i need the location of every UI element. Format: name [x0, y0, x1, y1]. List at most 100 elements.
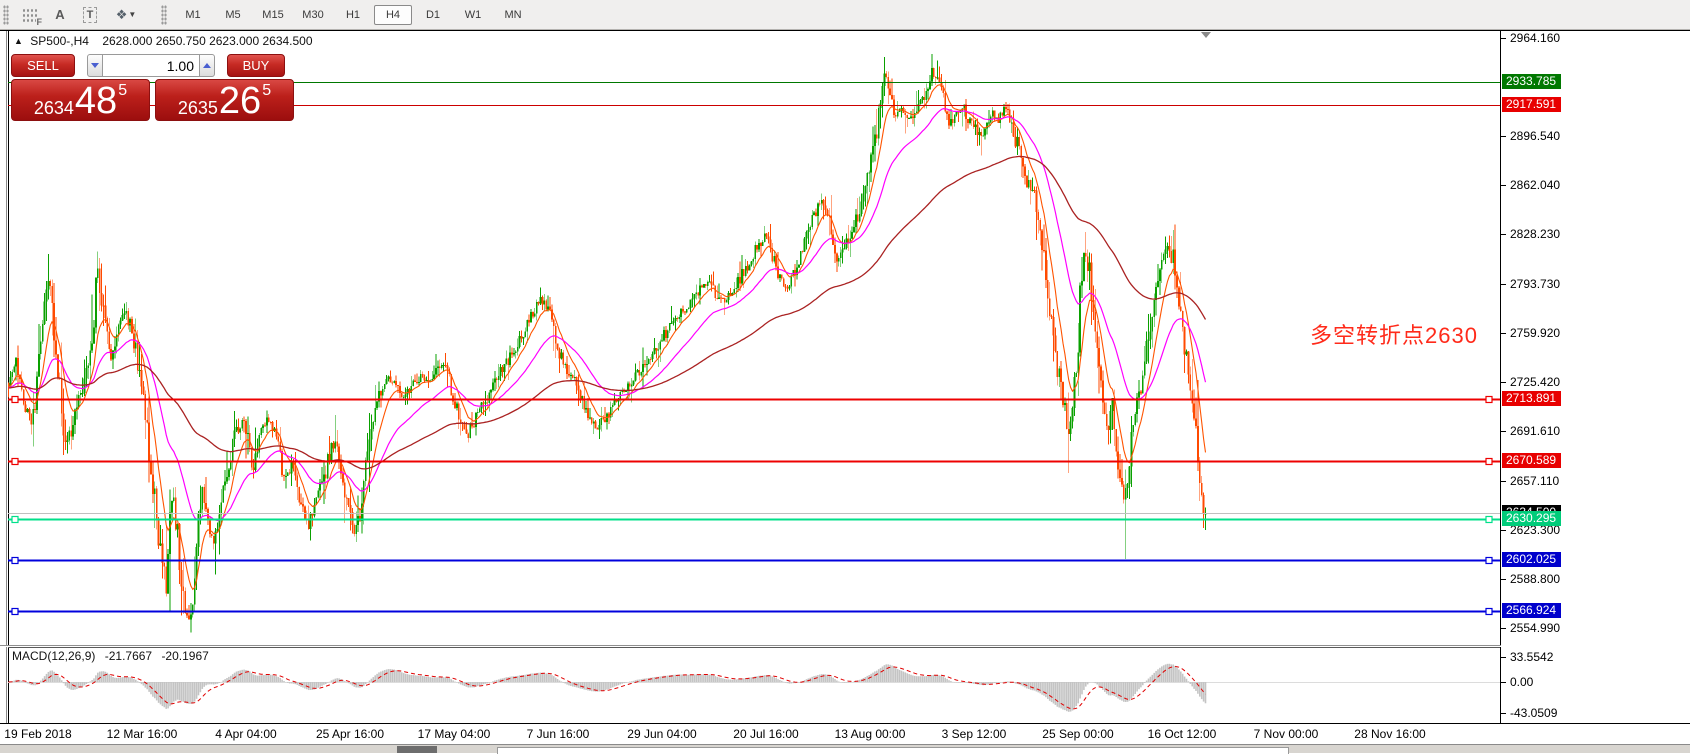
volume-input[interactable]: [103, 54, 199, 77]
macd-main-value: -21.7667: [104, 649, 153, 663]
price-tick-label: 2828.230: [1510, 227, 1561, 241]
buy-button[interactable]: BUY: [227, 54, 285, 77]
macd-tick-mark: [1501, 682, 1506, 683]
new-order-icon-button[interactable]: F: [17, 3, 43, 27]
time-axis-label: 16 Oct 12:00: [1147, 727, 1217, 741]
price-tick-mark: [1501, 136, 1506, 137]
font-tool-button[interactable]: A: [47, 3, 73, 27]
price-tick-mark: [1501, 431, 1506, 432]
macd-signal-value: -20.1967: [161, 649, 209, 663]
volume-increase-button[interactable]: [199, 54, 215, 77]
price-tick-mark: [1501, 579, 1506, 580]
chart-bottom-border: [0, 723, 1690, 724]
toolbar-grip[interactable]: [161, 4, 167, 25]
time-axis-label: 13 Aug 00:00: [834, 727, 906, 741]
sell-price-box[interactable]: 2634 48 5: [11, 79, 150, 121]
price-tick-mark: [1501, 185, 1506, 186]
status-bar: [0, 744, 1690, 754]
time-axis-label: 7 Nov 00:00: [1253, 727, 1319, 741]
price-level-badge: 2566.924: [1502, 603, 1562, 618]
volume-decrease-button[interactable]: [87, 54, 103, 77]
buy-price-main: 26: [218, 80, 262, 123]
price-tick-label: 2623.300: [1510, 523, 1561, 537]
time-axis-label: 12 Mar 16:00: [106, 727, 178, 741]
chart-window-left-border: [6, 31, 7, 744]
price-tick-label: 2793.730: [1510, 277, 1561, 291]
timeframe-button-w1[interactable]: W1: [464, 8, 482, 21]
text-label-tool-button[interactable]: T: [77, 3, 103, 27]
symbol-timeframe-label: SP500-,H4: [30, 34, 89, 48]
buy-price-sup: 5: [262, 82, 272, 99]
macd-axis-label: -43.0509: [1510, 706, 1558, 720]
sell-price-prefix: 2634: [33, 98, 74, 119]
candlestick-chart-canvas[interactable]: [8, 31, 1500, 645]
price-level-badge: 2917.591: [1502, 97, 1562, 112]
timeframe-button-mn[interactable]: MN: [504, 8, 522, 21]
buy-price-box[interactable]: 2635 26 5: [155, 79, 294, 121]
time-axis-label: 19 Feb 2018: [4, 727, 72, 741]
price-level-badge: 2670.589: [1502, 453, 1562, 468]
price-tick-mark: [1501, 284, 1506, 285]
text-box-icon: T: [82, 6, 98, 23]
timeframe-button-m1[interactable]: M1: [185, 8, 201, 21]
price-tick-mark: [1501, 481, 1506, 482]
macd-axis-label: 33.5542: [1510, 650, 1554, 664]
time-axis-label: 28 Nov 16:00: [1354, 727, 1426, 741]
chinese-annotation-text: 多空转折点2630: [1310, 323, 1478, 348]
price-tick-mark: [1501, 333, 1506, 334]
timeframe-button-group: M1 M5 M15 M30 H1 H4 D1 W1 MN: [173, 4, 533, 25]
collapse-triangle-icon[interactable]: ▲: [14, 36, 23, 46]
trade-panel-prices-row: 2634 48 5 2635 26 5: [11, 79, 294, 121]
price-tick-label: 2759.920: [1510, 326, 1561, 340]
sell-price-sup: 5: [118, 82, 128, 99]
buy-price-prefix: 2635: [177, 98, 218, 119]
price-tick-mark: [1501, 38, 1506, 39]
macd-name-label: MACD(12,26,9): [12, 649, 96, 663]
panel-splitter-highlight: [0, 646, 1690, 647]
price-tick-label: 2964.160: [1510, 31, 1561, 45]
time-axis-label: 25 Sep 00:00: [1042, 727, 1114, 741]
price-tick-mark: [1501, 628, 1506, 629]
dropdown-caret-icon: ▼: [128, 10, 137, 19]
timeframe-button-h4[interactable]: H4: [374, 4, 412, 25]
trade-panel-controls-row: SELL BUY: [11, 54, 294, 77]
shapes-icon: ❖: [115, 6, 128, 22]
panel-splitter[interactable]: [0, 645, 1690, 646]
price-axis-separator: [1500, 31, 1501, 723]
price-tick-label: 2554.990: [1510, 621, 1561, 635]
sell-button[interactable]: SELL: [11, 54, 75, 77]
price-tick-label: 2588.800: [1510, 572, 1561, 586]
price-tick-label: 2691.610: [1510, 424, 1561, 438]
price-tick-label: 2862.040: [1510, 178, 1561, 192]
price-level-badge: 2630.295: [1502, 511, 1562, 526]
time-axis[interactable]: 19 Feb 2018 12 Mar 16:00 4 Apr 04:00 25 Apr…: [0, 724, 1690, 744]
timeframe-button-h1[interactable]: H1: [345, 8, 361, 21]
timeframe-button-m15[interactable]: M15: [262, 8, 284, 21]
macd-panel-top-border: [8, 647, 1500, 648]
chart-window-top-border: [0, 30, 1690, 31]
macd-axis-label: 0.00: [1510, 675, 1534, 689]
chart-shift-marker[interactable]: [1201, 32, 1211, 38]
caret-down-icon: [91, 63, 99, 68]
price-level-badge: 2602.025: [1502, 552, 1562, 567]
time-axis-label: 29 Jun 04:00: [627, 727, 697, 741]
toolbar-grip[interactable]: [3, 4, 9, 25]
timeframe-button-m30[interactable]: M30: [302, 8, 324, 21]
macd-indicator-canvas[interactable]: [8, 648, 1500, 723]
price-level-badge: 2933.785: [1502, 74, 1562, 89]
price-tick-label: 2657.110: [1510, 474, 1560, 488]
one-click-trading-panel: SELL BUY 2634 48 5 2635 26 5: [11, 54, 294, 121]
letter-a-icon: A: [55, 7, 65, 22]
timeframe-button-d1[interactable]: D1: [425, 8, 441, 21]
price-tick-mark: [1501, 234, 1506, 235]
price-axis[interactable]: 2964.160 2933.785 2917.591 2896.540 2862.040…: [1501, 31, 1690, 723]
sell-price-main: 48: [74, 80, 118, 123]
status-bar-field: [497, 747, 1289, 754]
status-bar-segment: [397, 746, 437, 753]
drawing-objects-button[interactable]: ❖ ▼: [107, 3, 145, 27]
time-axis-label: 4 Apr 04:00: [215, 727, 277, 741]
macd-tick-mark: [1501, 713, 1506, 714]
grid-f-icon: F: [22, 7, 42, 27]
timeframe-button-m5[interactable]: M5: [225, 8, 241, 21]
caret-up-icon: [203, 63, 211, 68]
